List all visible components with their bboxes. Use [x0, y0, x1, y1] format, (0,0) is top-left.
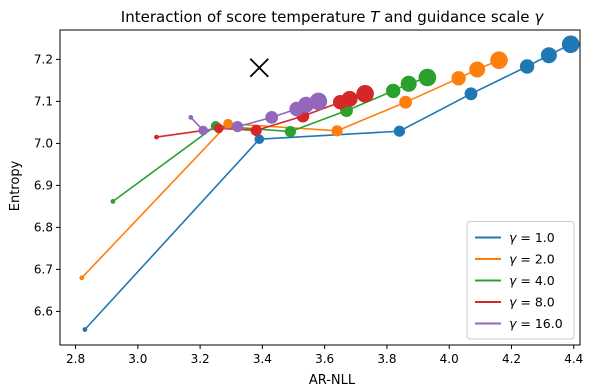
axes-frame — [59, 29, 581, 346]
legend-label-2: γ = 4.0 — [509, 273, 555, 288]
series-1-point-2 — [331, 125, 343, 137]
series-2-point-0 — [110, 199, 116, 204]
series-0-point-5 — [540, 47, 557, 64]
legend-label-value-3: = 8.0 — [516, 295, 554, 310]
legend-label-var-0: γ — [509, 230, 517, 245]
series-4-point-1 — [198, 125, 208, 136]
y-tick-label-5: 7.1 — [34, 94, 53, 108]
plot-area — [79, 35, 580, 332]
x-tick-label-0: 2.8 — [66, 352, 85, 366]
y-axis-label: Entropy — [8, 160, 23, 211]
legend-label-3: γ = 8.0 — [509, 295, 555, 310]
series-1-point-5 — [469, 61, 486, 78]
series-0-point-2 — [393, 125, 405, 137]
chart-title: Interaction of score temperature T and g… — [121, 8, 545, 26]
x-tick-label-5: 3.8 — [377, 352, 396, 366]
series-2-point-6 — [418, 68, 437, 87]
series-2-point-2 — [284, 126, 296, 138]
x-tick-label-4: 3.6 — [315, 352, 334, 366]
series-4-point-6 — [309, 92, 328, 111]
legend-label-var-2: γ — [509, 273, 517, 288]
series-1-point-3 — [399, 95, 412, 109]
chart-title-mid: and guidance scale — [379, 8, 534, 26]
legend-label-value-1: = 2.0 — [516, 252, 554, 267]
legend-label-var-4: γ — [509, 316, 517, 331]
series-3-point-1 — [214, 123, 224, 134]
legend-label-4: γ = 16.0 — [509, 316, 563, 331]
legend-label-value-2: = 4.0 — [516, 273, 554, 288]
legend-box — [466, 221, 575, 340]
series-line-2 — [112, 76, 428, 203]
series-4-point-0 — [188, 115, 194, 120]
x-tick-label-8: 4.4 — [564, 352, 583, 366]
chart-title-prefix: Interaction of score temperature — [121, 8, 371, 26]
legend-label-var-1: γ — [509, 252, 517, 267]
legend-label-var-3: γ — [509, 295, 517, 310]
series-2-point-4 — [386, 83, 401, 99]
series-4-point-3 — [265, 111, 279, 124]
chart-title-var-t: T — [370, 8, 381, 26]
y-tick-label-0: 6.6 — [34, 304, 53, 318]
chart-title-var-gamma: γ — [534, 8, 544, 26]
y-tick-label-1: 6.7 — [34, 262, 53, 276]
series-1-point-4 — [451, 71, 466, 86]
series-0-point-0 — [82, 327, 88, 332]
axes: 2.8 3.0 3.2 3.4 3.6 3.8 4.0 4.2 4.4 6.6 6.7 6.8 6.9 7… — [34, 29, 583, 366]
x-tick-label-6: 4.0 — [440, 352, 459, 366]
series-3-point-5 — [341, 90, 358, 107]
series-2-point-5 — [400, 75, 417, 92]
legend: γ = 1.0γ = 2.0γ = 4.0γ = 8.0γ = 16.0 — [466, 221, 575, 340]
legend-label-value-0: = 1.0 — [516, 230, 554, 245]
series-0-point-4 — [519, 59, 535, 74]
series-3-point-2 — [250, 124, 262, 136]
legend-label-value-4: = 16.0 — [516, 316, 562, 331]
x-tick-label-3: 3.4 — [253, 352, 272, 366]
series-4-point-2 — [231, 121, 244, 133]
series-1-point-6 — [490, 51, 508, 69]
reference-x-marker — [249, 58, 269, 78]
x-tick-label-1: 3.0 — [128, 352, 147, 366]
series-3-point-0 — [154, 134, 159, 140]
y-tick-label-4: 7.0 — [34, 136, 53, 150]
series-1-point-0 — [79, 275, 85, 281]
series-3-point-6 — [356, 85, 374, 103]
series-1-point-1 — [223, 118, 233, 129]
series-line-1 — [81, 59, 500, 279]
x-tick-label-2: 3.2 — [191, 352, 210, 366]
series-0-point-3 — [464, 87, 478, 101]
legend-label-0: γ = 1.0 — [509, 230, 555, 245]
y-tick-label-6: 7.2 — [34, 52, 53, 66]
x-axis-label: AR-NLL — [309, 373, 356, 388]
series-0-point-1 — [254, 134, 265, 144]
legend-label-1: γ = 2.0 — [509, 252, 555, 267]
x-tick-label-7: 4.2 — [502, 352, 521, 366]
series-0-point-6 — [561, 35, 580, 54]
y-tick-label-2: 6.8 — [34, 220, 53, 234]
y-tick-label-3: 6.9 — [34, 178, 53, 192]
